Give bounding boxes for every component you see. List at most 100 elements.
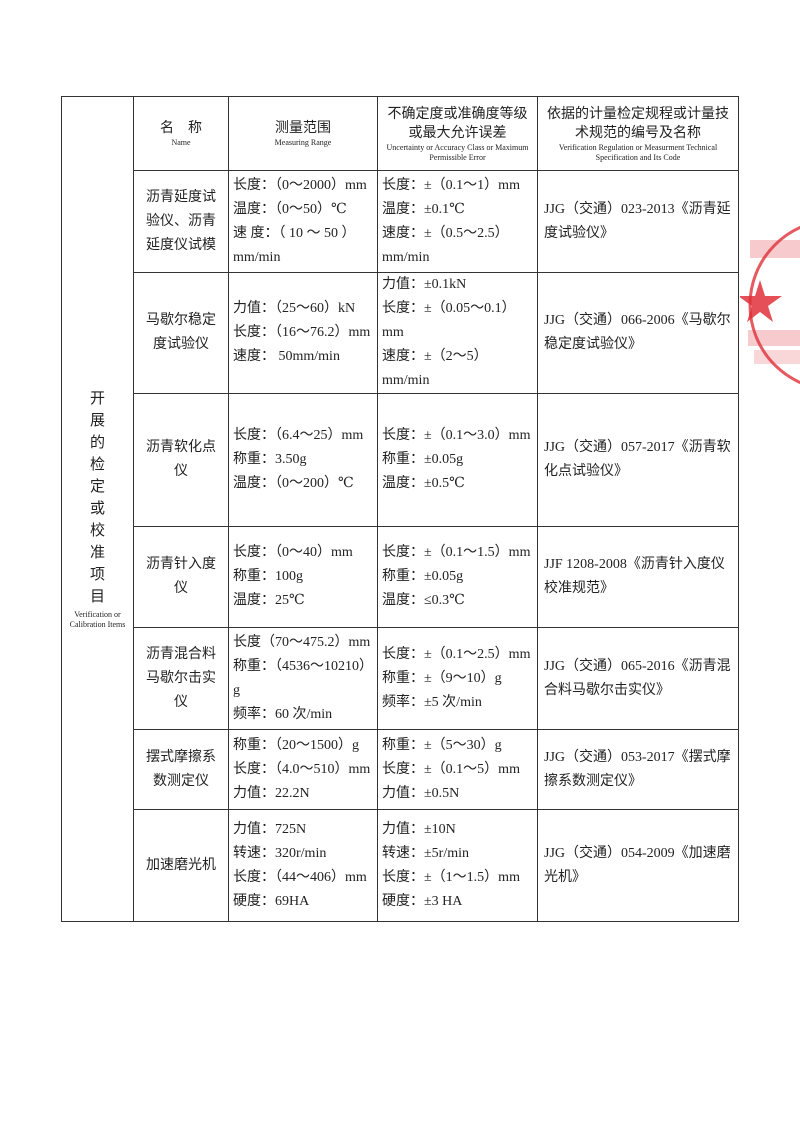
range-line: 长度：（6.4～25）mm bbox=[233, 428, 364, 443]
item-row: 马歇尔稳定度试验仪 力值：（25～60）kN 长度：（16～76.2）mm 速度： 5… bbox=[62, 272, 739, 394]
range-cell: 长度：（6.4～25）mm 称重：3.50g 温度：（0～200）℃ bbox=[228, 393, 378, 527]
regulation: JJG（交通）057-2017《沥青软化点试验仪》 bbox=[537, 393, 739, 527]
range-line: 温度：（0～50）℃ bbox=[233, 201, 347, 217]
header-zh: 依据的计量检定规程或计量技术规范的编号及名称 bbox=[547, 106, 729, 141]
uncertainty-line: 长度：±（0.1～1）mm bbox=[382, 177, 520, 193]
header-en: Measuring Range bbox=[274, 138, 332, 147]
range-line: 转速：320r/min bbox=[233, 845, 327, 861]
range-cell: 长度（70～475.2）mm 称重：（4536～10210）g 频率：60 次/mi… bbox=[228, 627, 378, 730]
uncertainty-line: 长度：±（0.1～1.5）mm bbox=[382, 545, 531, 560]
uncertainty-line: 力值：±0.1kN bbox=[382, 277, 467, 292]
uncertainty-cell: 称重：±（5～30）g 长度：±（0.1～5）mm 力值：±0.5N bbox=[377, 729, 538, 810]
uncertainty-cell: 力值：±10N 转速：±5r/min 长度：±（1～1.5）mm 硬度：±3 HA bbox=[377, 809, 538, 922]
item-name: 加速磨光机 bbox=[133, 809, 229, 922]
uncertainty-line: 称重：±（9～10）g bbox=[382, 670, 502, 686]
seal-star bbox=[740, 280, 782, 322]
uncertainty-line: 称重：±0.05g bbox=[382, 569, 464, 584]
range-line: 力值：725N bbox=[233, 821, 307, 837]
item-row: 沥青软化点仪 长度：（6.4～25）mm 称重：3.50g 温度：（0～200）℃ 长度… bbox=[62, 393, 739, 527]
range-line: 速 度：（ 10 ～ 50 ）mm/min bbox=[233, 225, 356, 265]
header-cell: 测量范围 Measuring Range bbox=[228, 96, 378, 171]
seal-text-ink bbox=[754, 350, 800, 364]
header-en: Verification Regulation or Measurment Te… bbox=[558, 142, 718, 162]
header-zh: 测量范围 bbox=[275, 121, 331, 136]
range-line: 力值：22.2N bbox=[233, 785, 310, 801]
range-line: 速度： 50mm/min bbox=[233, 349, 340, 364]
uncertainty-line: 速度：±（0.5～2.5）mm/min bbox=[382, 225, 509, 265]
range-line: 力值：（25～60）kN bbox=[233, 301, 356, 316]
header-zh: 名 称 bbox=[160, 121, 202, 136]
range-line: 长度：（0～2000）mm bbox=[233, 177, 367, 193]
range-line: 长度：（44～406）mm bbox=[233, 869, 367, 885]
seal-text-ink bbox=[748, 330, 800, 346]
item-name: 沥青延度试验仪、沥青延度仪试模 bbox=[133, 170, 229, 273]
range-line: 长度：（0～40）mm bbox=[233, 545, 353, 560]
uncertainty-line: 频率：±5 次/min bbox=[382, 694, 482, 710]
range-line: 称重：3.50g bbox=[233, 452, 307, 467]
uncertainty-cell: 长度：±（0.1～3.0）mm 称重：±0.05g 温度：±0.5℃ bbox=[377, 393, 538, 527]
range-line: 称重：100g bbox=[233, 569, 303, 584]
uncertainty-line: 力值：±0.5N bbox=[382, 785, 460, 801]
seal bbox=[740, 225, 800, 385]
range-line: 硬度：69HA bbox=[233, 893, 310, 909]
uncertainty-cell: 力值：±0.1kN 长度：±（0.05～0.1）mm 速度：±（2～5）mm/min bbox=[377, 272, 538, 394]
regulation: JJF 1208-2008《沥青针入度仪校准规范》 bbox=[537, 526, 739, 628]
range-line: 温度：（0～200）℃ bbox=[233, 476, 354, 491]
items-table: 开展的检定或校准项目 Verification or Calibration I… bbox=[61, 96, 739, 922]
uncertainty-cell: 长度：±（0.1～1）mm 温度：±0.1℃ 速度：±（0.5～2.5）mm/min bbox=[377, 170, 538, 273]
regulation: JJG（交通）065-2016《沥青混合料马歇尔击实仪》 bbox=[537, 627, 739, 730]
header-row: 开展的检定或校准项目 Verification or Calibration I… bbox=[61, 96, 739, 922]
range-line: 长度：（16～76.2）mm bbox=[233, 325, 371, 340]
uncertainty-cell: 长度：±（0.1～1.5）mm 称重：±0.05g 温度：≤0.3℃ bbox=[377, 526, 538, 628]
item-name: 沥青混合料马歇尔击实仪 bbox=[133, 627, 229, 730]
uncertainty-line: 硬度：±3 HA bbox=[382, 893, 463, 909]
uncertainty-line: 力值：±10N bbox=[382, 821, 456, 837]
uncertainty-line: 长度：±（1～1.5）mm bbox=[382, 869, 520, 885]
seal-text-ink bbox=[750, 240, 800, 258]
uncertainty-line: 温度：≤0.3℃ bbox=[382, 593, 465, 608]
range-line: 频率：60 次/min bbox=[233, 706, 333, 722]
range-line: 称重：（20～1500）g bbox=[233, 737, 359, 753]
uncertainty-cell: 长度：±（0.1～2.5）mm 称重：±（9～10）g 频率：±5 次/min bbox=[377, 627, 538, 730]
item-row: 沥青延度试验仪、沥青延度仪试模 长度：（0～2000）mm 温度：（0～50）℃ 速 … bbox=[62, 170, 739, 273]
left-label: 开展的检定或校准项目 bbox=[89, 391, 105, 605]
item-row: 沥青混合料马歇尔击实仪 长度（70～475.2）mm 称重：（4536～10210）… bbox=[62, 627, 739, 730]
header-zh: 不确定度或准确度等级或最大允许误差 bbox=[387, 106, 528, 141]
item-row: 加速磨光机 力值：725N 转速：320r/min 长度：（44～406）mm 硬度：6… bbox=[62, 809, 739, 922]
uncertainty-line: 称重：±（5～30）g bbox=[382, 737, 502, 753]
item-row: 摆式摩擦系数测定仪 称重：（20～1500）g 长度：（4.0～510）mm 力值：2… bbox=[62, 729, 739, 810]
item-name: 摆式摩擦系数测定仪 bbox=[133, 729, 229, 810]
uncertainty-line: 长度：±（0.1～3.0）mm bbox=[382, 428, 531, 443]
left-label-cell: 开展的检定或校准项目 Verification or Calibration I… bbox=[61, 96, 134, 922]
range-line: 称重：（4536～10210）g bbox=[233, 658, 373, 698]
regulation: JJG（交通）054-2009《加速磨光机》 bbox=[537, 809, 739, 922]
item-name: 沥青针入度仪 bbox=[133, 526, 229, 628]
table-body: 开展的检定或校准项目 Verification or Calibration I… bbox=[61, 96, 739, 922]
uncertainty-line: 转速：±5r/min bbox=[382, 845, 470, 861]
uncertainty-line: 长度：±（0.1～5）mm bbox=[382, 761, 520, 777]
header-en: Name bbox=[171, 138, 191, 147]
regulation: JJG（交通）023-2013《沥青延度试验仪》 bbox=[537, 170, 739, 273]
header-cell: 不确定度或准确度等级或最大允许误差 Uncertainty or Accuracy… bbox=[377, 96, 538, 171]
uncertainty-line: 长度：±（0.1～2.5）mm bbox=[382, 646, 531, 662]
header-cell: 依据的计量检定规程或计量技术规范的编号及名称 Verification Regul… bbox=[537, 96, 739, 171]
range-line: 长度（70～475.2）mm bbox=[233, 634, 371, 650]
left-label-en: Verification or Calibration Items bbox=[69, 610, 126, 629]
header-en: Uncertainty or Accuracy Class or Maximum… bbox=[386, 142, 529, 162]
range-cell: 力值：（25～60）kN 长度：（16～76.2）mm 速度： 50mm/min bbox=[228, 272, 378, 394]
header-cell: 名 称 Name bbox=[133, 96, 229, 171]
uncertainty-line: 速度：±（2～5）mm/min bbox=[382, 349, 488, 388]
range-cell: 长度：（0～2000）mm 温度：（0～50）℃ 速 度：（ 10 ～ 50 ）mm… bbox=[228, 170, 378, 273]
regulation: JJG（交通）053-2017《摆式摩擦系数测定仪》 bbox=[537, 729, 739, 810]
item-name: 沥青软化点仪 bbox=[133, 393, 229, 527]
range-line: 温度：25℃ bbox=[233, 593, 305, 608]
range-cell: 称重：（20～1500）g 长度：（4.0～510）mm 力值：22.2N bbox=[228, 729, 378, 810]
item-row: 沥青针入度仪 长度：（0～40）mm 称重：100g 温度：25℃ 长度：±（0.1～1… bbox=[62, 526, 739, 628]
range-line: 长度：（4.0～510）mm bbox=[233, 761, 371, 777]
range-cell: 长度：（0～40）mm 称重：100g 温度：25℃ bbox=[228, 526, 378, 628]
regulation: JJG（交通）066-2006《马歇尔稳定度试验仪》 bbox=[537, 272, 739, 394]
uncertainty-line: 称重：±0.05g bbox=[382, 452, 464, 467]
seal-ring bbox=[748, 225, 800, 385]
item-name: 马歇尔稳定度试验仪 bbox=[133, 272, 229, 394]
